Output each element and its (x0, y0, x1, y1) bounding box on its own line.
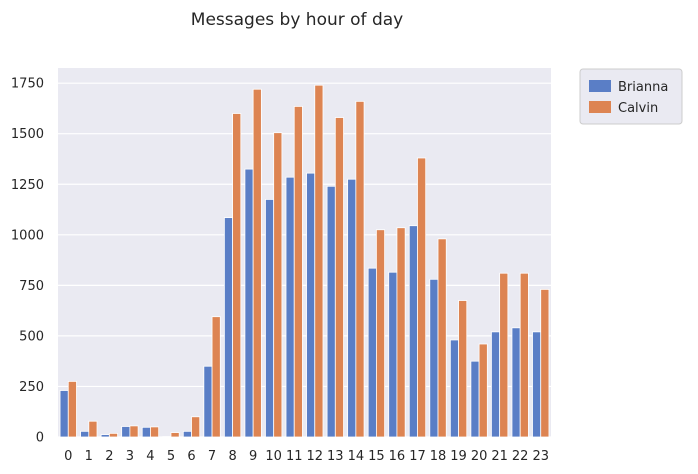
x-tick-label: 0 (64, 449, 72, 464)
bar-brianna-23 (532, 331, 542, 438)
legend: Brianna Calvin (579, 68, 683, 125)
bar-calvin-0 (67, 380, 77, 438)
bar-brianna-6 (182, 430, 192, 438)
y-tick-label: 750 (19, 279, 44, 294)
y-tick-label: 1750 (11, 77, 44, 92)
bar-brianna-1 (80, 430, 90, 438)
bar-calvin-6 (191, 416, 201, 438)
y-tick-label: 0 (36, 431, 44, 446)
bar-brianna-19 (449, 339, 459, 438)
bar-calvin-19 (458, 300, 468, 438)
bar-calvin-3 (129, 425, 139, 438)
bar-calvin-4 (150, 426, 160, 438)
bars (59, 84, 550, 438)
bar-calvin-10 (273, 132, 283, 438)
bar-calvin-1 (88, 420, 98, 438)
x-tick-label: 17 (409, 449, 426, 464)
bar-calvin-2 (108, 432, 118, 438)
y-axis-ticks: 0 250 500 750 1000 1250 1500 1750 (11, 77, 44, 446)
bar-calvin-9 (252, 88, 262, 438)
bar-brianna-12 (306, 172, 316, 438)
bar-calvin-20 (478, 343, 488, 438)
x-tick-label: 22 (512, 449, 529, 464)
bar-brianna-11 (285, 176, 295, 438)
x-tick-label: 10 (265, 449, 282, 464)
legend-swatch-brianna (589, 80, 611, 92)
chart-title: Messages by hour of day (191, 10, 403, 30)
x-tick-label: 13 (327, 449, 344, 464)
bar-calvin-7 (211, 316, 221, 438)
x-tick-label: 12 (306, 449, 323, 464)
x-axis-ticks: 0 1 2 3 4 5 6 7 8 9 10 11 12 13 14 15 16 17 18 19 20 21 22 23 (64, 449, 549, 464)
x-tick-label: 15 (368, 449, 385, 464)
x-tick-label: 21 (491, 449, 508, 464)
bar-brianna-15 (367, 267, 377, 438)
bar-brianna-9 (244, 168, 254, 438)
bar-brianna-20 (470, 360, 480, 438)
x-tick-label: 7 (208, 449, 216, 464)
bar-brianna-21 (491, 331, 501, 438)
y-tick-label: 250 (19, 380, 44, 395)
x-tick-label: 23 (532, 449, 549, 464)
bar-brianna-17 (408, 225, 418, 438)
bar-calvin-12 (314, 84, 324, 438)
bar-calvin-23 (540, 288, 550, 438)
bar-calvin-14 (355, 100, 365, 438)
bar-brianna-7 (203, 365, 213, 438)
x-tick-label: 11 (286, 449, 303, 464)
bar-brianna-18 (429, 278, 439, 438)
bar-calvin-16 (396, 227, 406, 438)
x-tick-label: 5 (167, 449, 175, 464)
bar-calvin-18 (437, 238, 447, 438)
bar-brianna-22 (511, 327, 521, 438)
bar-calvin-13 (334, 117, 344, 438)
bar-brianna-2 (100, 434, 110, 438)
x-tick-label: 18 (430, 449, 447, 464)
bar-calvin-17 (417, 157, 427, 438)
y-tick-label: 1000 (11, 228, 44, 243)
x-tick-label: 14 (348, 449, 365, 464)
bar-calvin-22 (519, 272, 529, 438)
x-tick-label: 4 (146, 449, 154, 464)
x-tick-label: 1 (85, 449, 93, 464)
bar-calvin-21 (499, 272, 509, 438)
bar-calvin-5 (170, 432, 180, 438)
plot-background (58, 68, 551, 437)
legend-label-calvin: Calvin (618, 101, 658, 116)
x-tick-label: 8 (228, 449, 236, 464)
x-tick-label: 6 (187, 449, 195, 464)
x-tick-label: 16 (389, 449, 406, 464)
bar-calvin-8 (232, 113, 242, 438)
bar-brianna-14 (347, 178, 357, 438)
bar-calvin-11 (293, 106, 303, 438)
bar-calvin-15 (375, 229, 386, 438)
bar-brianna-10 (265, 199, 275, 438)
x-tick-label: 3 (126, 449, 134, 464)
legend-swatch-calvin (589, 101, 611, 113)
y-tick-label: 1250 (11, 178, 44, 193)
x-tick-label: 2 (105, 449, 113, 464)
bar-brianna-16 (388, 271, 398, 438)
gridlines (58, 82, 551, 438)
y-tick-label: 1500 (11, 127, 44, 142)
bar-brianna-0 (59, 390, 69, 438)
x-tick-label: 9 (249, 449, 257, 464)
y-tick-label: 500 (19, 329, 44, 344)
bar-brianna-4 (141, 426, 151, 438)
bar-brianna-3 (121, 426, 131, 438)
x-tick-label: 20 (471, 449, 488, 464)
legend-label-brianna: Brianna (618, 80, 668, 95)
x-tick-label: 19 (450, 449, 467, 464)
bar-brianna-13 (326, 185, 336, 438)
bar-brianna-8 (223, 217, 234, 438)
